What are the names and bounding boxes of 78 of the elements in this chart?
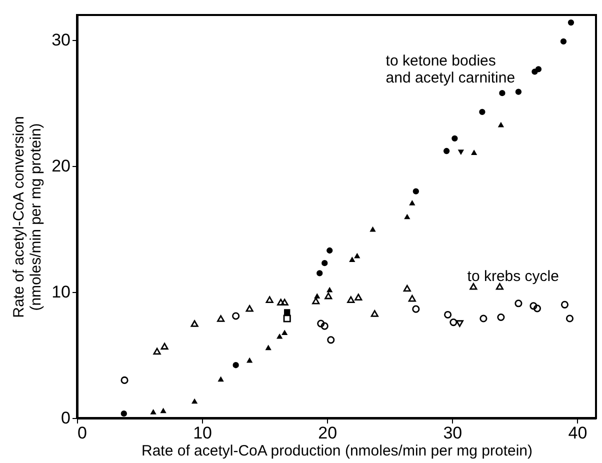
point <box>322 260 328 266</box>
point <box>470 150 478 155</box>
point <box>320 322 328 330</box>
point <box>566 314 574 322</box>
point <box>120 410 127 417</box>
point <box>191 398 198 404</box>
point <box>120 376 128 384</box>
point <box>409 200 416 206</box>
point <box>354 252 360 258</box>
point <box>444 310 452 319</box>
y-tick-label: 0 <box>61 408 70 428</box>
point <box>282 330 288 336</box>
y-tick-label: 10 <box>52 282 70 302</box>
point <box>265 344 272 350</box>
point <box>312 298 320 304</box>
point <box>324 292 332 300</box>
point <box>443 148 450 154</box>
point <box>160 342 168 350</box>
point <box>479 108 486 116</box>
point <box>404 214 410 220</box>
point <box>327 336 335 344</box>
annotation: to ketone bodies and acetyl carnitine <box>386 52 516 86</box>
point <box>412 305 420 313</box>
point <box>246 305 254 312</box>
x-axis-title: Rate of acetyl-CoA production (nmoles/min per mg protein) <box>141 442 533 460</box>
x-tick-label: 10 <box>193 424 212 442</box>
point <box>498 122 504 128</box>
point <box>480 314 488 322</box>
x-tick-label: 40 <box>568 424 588 442</box>
point <box>499 90 506 96</box>
point <box>533 304 542 312</box>
point <box>456 320 464 327</box>
point <box>153 348 161 355</box>
x-tick-label: 30 <box>443 424 462 442</box>
point <box>535 66 542 72</box>
point <box>458 150 464 155</box>
point <box>514 300 522 308</box>
point <box>412 188 419 194</box>
point <box>560 38 567 45</box>
point <box>450 318 458 326</box>
point <box>217 315 225 322</box>
annotation: to krebs cycle <box>467 268 559 285</box>
point <box>232 362 239 368</box>
point <box>349 256 356 262</box>
point <box>232 312 240 320</box>
point <box>408 294 416 302</box>
point <box>246 357 253 363</box>
point <box>277 298 285 306</box>
point <box>283 314 291 322</box>
point <box>347 296 355 303</box>
point <box>568 19 574 26</box>
point <box>497 313 505 322</box>
point <box>266 296 274 303</box>
x-tick-label: 20 <box>318 424 338 442</box>
point <box>370 226 376 232</box>
point <box>403 284 411 292</box>
point <box>317 320 325 328</box>
point <box>326 286 333 292</box>
point <box>496 283 504 290</box>
point <box>530 302 538 310</box>
y-tick-label: 30 <box>52 30 70 50</box>
point <box>560 300 569 308</box>
point <box>218 376 224 382</box>
y-axis-title: Rate of acetyl-CoA conversion (nmoles/min per mg protein) <box>10 116 45 318</box>
point <box>354 294 362 300</box>
point <box>326 247 333 254</box>
point <box>470 283 478 290</box>
point <box>316 270 323 276</box>
point <box>515 88 522 95</box>
point <box>370 310 378 317</box>
point <box>280 298 288 306</box>
point <box>160 408 166 414</box>
point <box>452 135 458 142</box>
point <box>190 320 198 327</box>
y-tick-label: 20 <box>52 156 70 176</box>
x-tick-label: 0 <box>78 424 87 442</box>
point <box>276 333 283 339</box>
point <box>150 409 156 414</box>
